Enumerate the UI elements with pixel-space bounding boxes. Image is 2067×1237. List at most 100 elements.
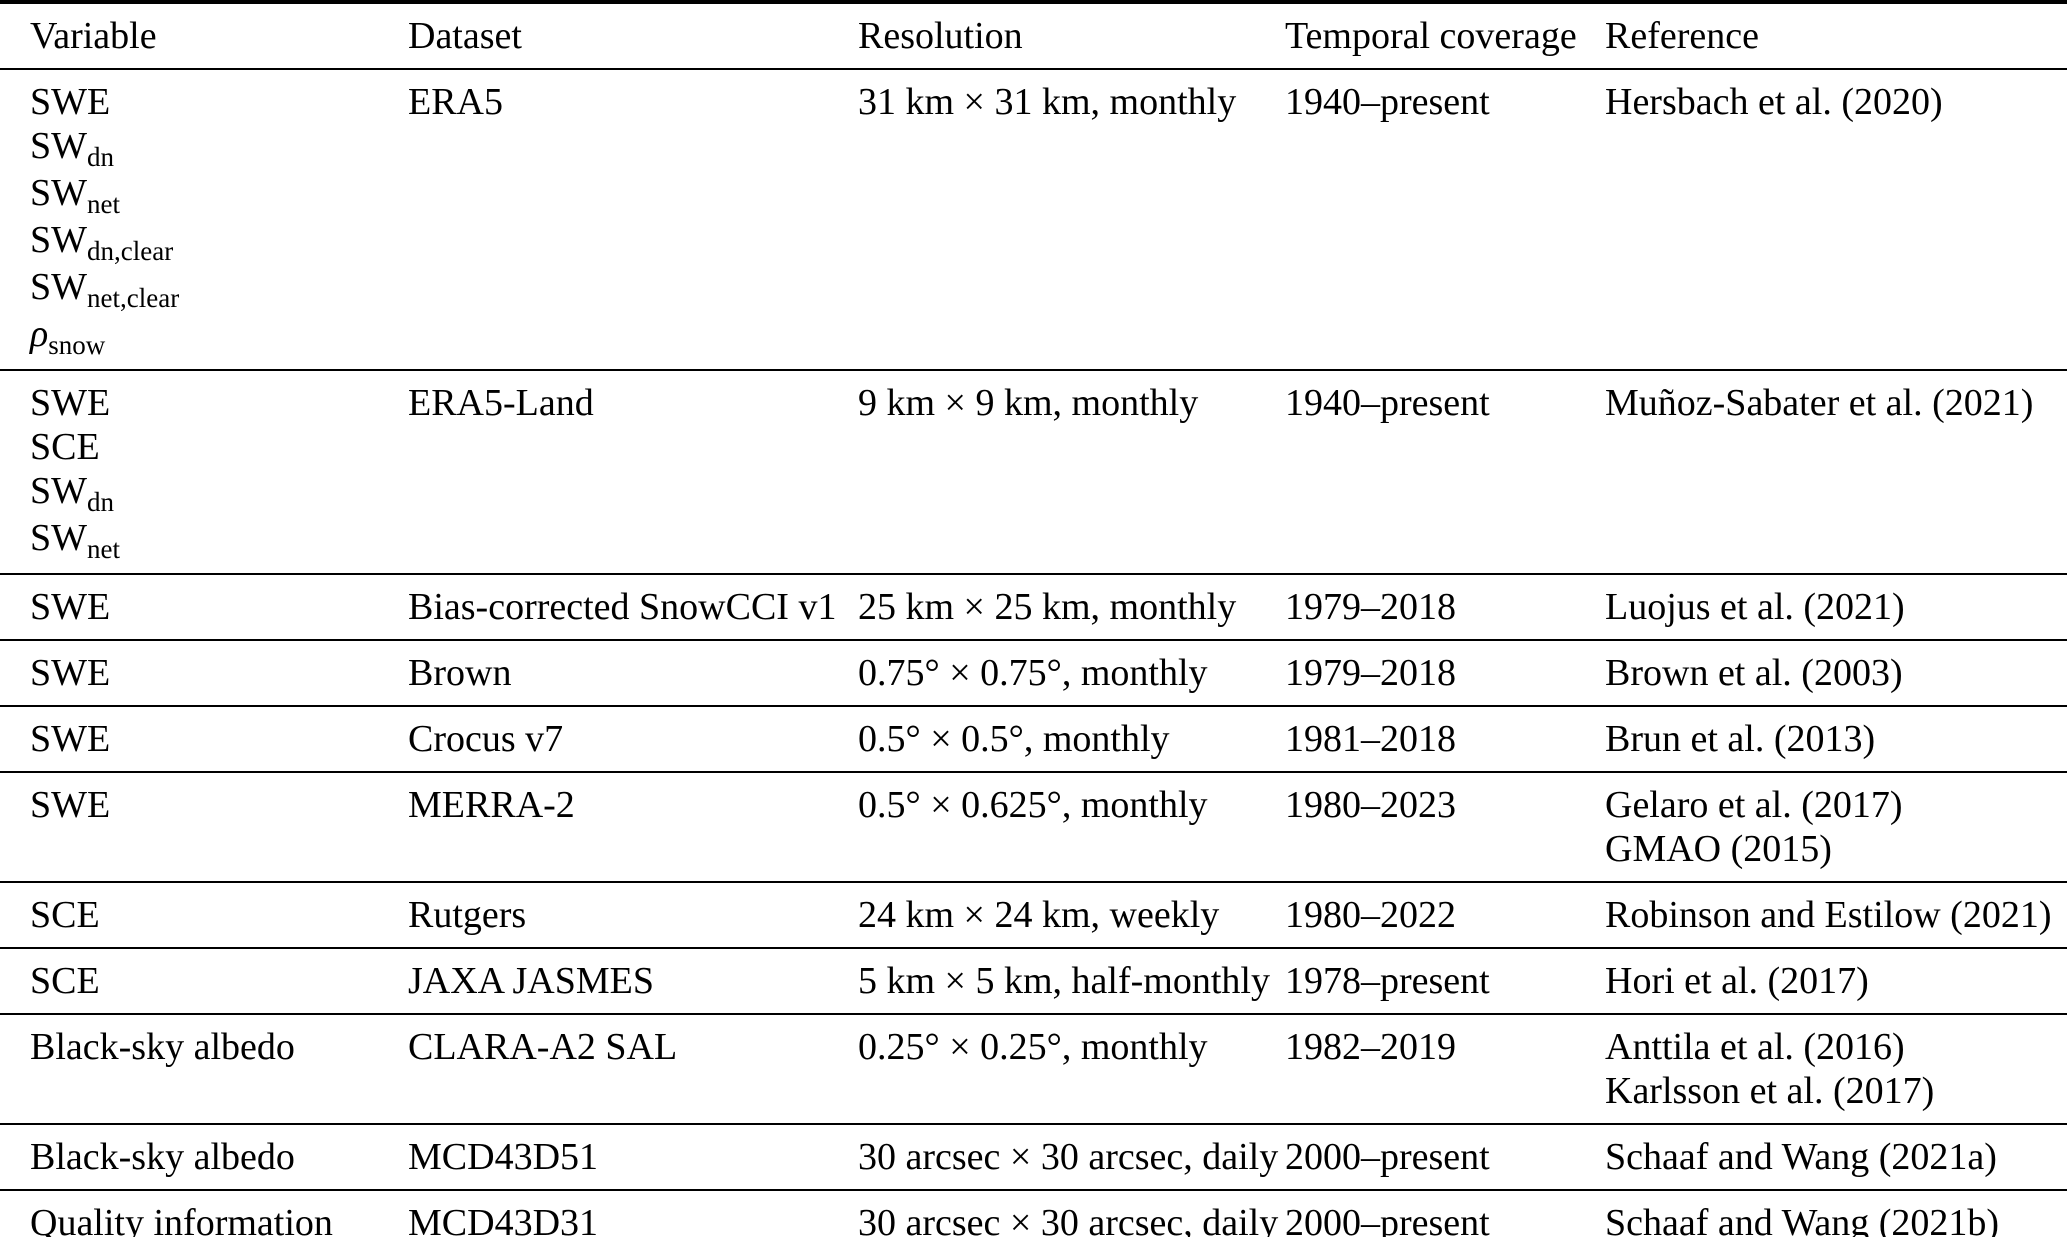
variable-line: SWdn (30, 469, 400, 517)
variable-base: SW (30, 219, 87, 261)
temporal-coverage-cell: 1981–2018 (1285, 718, 1456, 760)
variable-subscript: dn,clear (87, 236, 174, 266)
temporal-coverage-cell: 1940–present (1285, 81, 1490, 123)
reference-cell: Robinson and Estilow (2021) (1605, 883, 2067, 947)
variable-cell: SWE (0, 707, 408, 771)
variable-base: SW (30, 172, 87, 214)
variable-line: SCE (30, 894, 100, 936)
reference-line: Muñoz-Sabater et al. (2021) (1605, 382, 2034, 424)
variable-cell: SWE (0, 641, 408, 705)
variable-line: SWdn (30, 124, 400, 172)
dataset-cell: Crocus v7 (408, 718, 564, 760)
reference-line: Luojus et al. (2021) (1605, 586, 1905, 628)
dataset-cell: CLARA-A2 SAL (408, 1026, 678, 1068)
reference-cell: Schaaf and Wang (2021b) (1605, 1191, 2067, 1237)
table-body: SWE SWdn SWnet SWdn,clear SWnet,clear ρsnow ER… (0, 70, 2067, 1237)
variable-cell: SWE SWdn SWnet SWdn,clear SWnet,clear ρsnow (0, 70, 408, 369)
variable-cell: SCE (0, 883, 408, 947)
resolution-cell: 9 km × 9 km, monthly (858, 382, 1199, 424)
variable-line: SWnet (30, 516, 400, 564)
variable-line: SWE (30, 382, 111, 424)
table-row: SWE SWdn SWnet SWdn,clear SWnet,clear ρsnow ER… (0, 70, 2067, 369)
dataset-cell: Rutgers (408, 894, 527, 936)
variable-line: SCE (30, 960, 100, 1002)
resolution-cell: 0.5° × 0.5°, monthly (858, 718, 1170, 760)
reference-cell: Hersbach et al. (2020) (1605, 70, 2067, 369)
reference-line: Hori et al. (2017) (1605, 960, 1869, 1002)
variable-cell: SWE (0, 575, 408, 639)
table-header-row: Variable Dataset Resolution Temporal cov… (0, 4, 2067, 70)
dataset-cell: MCD43D31 (408, 1202, 599, 1237)
reference-cell: Schaaf and Wang (2021a) (1605, 1125, 2067, 1189)
reference-cell: Muñoz-Sabater et al. (2021) (1605, 371, 2067, 573)
reference-line: Hersbach et al. (2020) (1605, 81, 1943, 123)
temporal-coverage-cell: 2000–present (1285, 1136, 1490, 1178)
table-row: SWE SCE SWdn SWnet ERA5-Land 9 km × 9 km, mon… (0, 369, 2067, 573)
temporal-coverage-cell: 1978–present (1285, 960, 1490, 1002)
column-header-reference: Reference (1605, 15, 1759, 57)
resolution-cell: 30 arcsec × 30 arcsec, daily (858, 1202, 1279, 1237)
variable-cell: Quality information (0, 1191, 408, 1237)
column-header-dataset: Dataset (408, 15, 522, 57)
variable-base: ρ (30, 313, 49, 355)
reference-cell: Gelaro et al. (2017) GMAO (2015) (1605, 773, 2067, 881)
table-row: SCE Rutgers 24 km × 24 km, weekly 1980–2022… (0, 881, 2067, 947)
variable-cell: SWE SCE SWdn SWnet (0, 371, 408, 573)
dataset-cell: MERRA-2 (408, 784, 575, 826)
resolution-cell: 25 km × 25 km, monthly (858, 586, 1237, 628)
reference-line: Brown et al. (2003) (1605, 652, 1903, 694)
table-row: SCE JAXA JASMES 5 km × 5 km, half-monthly 1… (0, 947, 2067, 1013)
reference-line: Gelaro et al. (2017) (1605, 784, 1903, 826)
temporal-coverage-cell: 1979–2018 (1285, 652, 1456, 694)
column-header-variable: Variable (30, 15, 157, 57)
temporal-coverage-cell: 1980–2022 (1285, 894, 1456, 936)
variable-subscript: dn (87, 487, 114, 517)
variable-line: Black-sky albedo (30, 1026, 295, 1068)
table-row: SWE Bias-corrected SnowCCI v1 25 km × 25 k… (0, 573, 2067, 639)
reference-cell: Brown et al. (2003) (1605, 641, 2067, 705)
reference-cell: Brun et al. (2013) (1605, 707, 2067, 771)
resolution-cell: 0.75° × 0.75°, monthly (858, 652, 1208, 694)
variable-line: SWE (30, 784, 111, 826)
variable-subscript: dn (87, 142, 114, 172)
variable-line: ρsnow (30, 312, 400, 360)
variable-line: SWdn,clear (30, 218, 400, 266)
reference-line: GMAO (2015) (1605, 828, 1832, 870)
temporal-coverage-cell: 1982–2019 (1285, 1026, 1456, 1068)
dataset-cell: ERA5 (408, 81, 503, 123)
variable-cell: SWE (0, 773, 408, 881)
column-header-temporal-coverage: Temporal coverage (1285, 15, 1577, 57)
resolution-cell: 30 arcsec × 30 arcsec, daily (858, 1136, 1279, 1178)
variable-line: SWE (30, 81, 111, 123)
variable-line: SWE (30, 718, 111, 760)
reference-line: Schaaf and Wang (2021b) (1605, 1202, 2000, 1237)
variable-line: SWnet (30, 171, 400, 219)
table-row: SWE MERRA-2 0.5° × 0.625°, monthly 1980–202… (0, 771, 2067, 881)
variable-line: SWnet,clear (30, 265, 400, 313)
dataset-cell: JAXA JASMES (408, 960, 655, 1002)
variable-base: SW (30, 470, 87, 512)
resolution-cell: 24 km × 24 km, weekly (858, 894, 1220, 936)
reference-line: Karlsson et al. (2017) (1605, 1070, 1935, 1112)
reference-cell: Anttila et al. (2016) Karlsson et al. (20… (1605, 1015, 2067, 1123)
temporal-coverage-cell: 1940–present (1285, 382, 1490, 424)
dataset-cell: Brown (408, 652, 512, 694)
variable-base: SW (30, 266, 87, 308)
dataset-cell: MCD43D51 (408, 1136, 599, 1178)
table-row: Black-sky albedo CLARA-A2 SAL 0.25° × 0.25… (0, 1013, 2067, 1123)
variable-cell: SCE (0, 949, 408, 1013)
temporal-coverage-cell: 1979–2018 (1285, 586, 1456, 628)
temporal-coverage-cell: 1980–2023 (1285, 784, 1456, 826)
reference-line: Anttila et al. (2016) (1605, 1026, 1905, 1068)
variable-cell: Black-sky albedo (0, 1015, 408, 1123)
variable-line: SWE (30, 586, 111, 628)
resolution-cell: 5 km × 5 km, half-monthly (858, 960, 1270, 1002)
reference-line: Brun et al. (2013) (1605, 718, 1876, 760)
table-row: SWE Brown 0.75° × 0.75°, monthly 1979–2018 B… (0, 639, 2067, 705)
variable-cell: Black-sky albedo (0, 1125, 408, 1189)
variable-line: Quality information (30, 1202, 333, 1237)
reference-cell: Luojus et al. (2021) (1605, 575, 2067, 639)
temporal-coverage-cell: 2000–present (1285, 1202, 1490, 1237)
